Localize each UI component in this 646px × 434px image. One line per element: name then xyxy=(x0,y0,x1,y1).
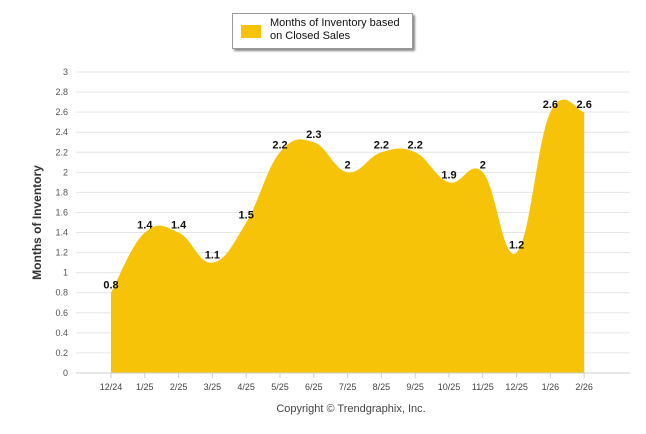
data-label: 2.6 xyxy=(543,99,558,111)
y-tick-label: 0.6 xyxy=(55,308,68,318)
y-tick-label: 0.4 xyxy=(55,328,68,338)
x-tick-label: 4/25 xyxy=(237,382,255,392)
data-label: 1.1 xyxy=(205,250,220,262)
data-label: 1.5 xyxy=(239,210,254,222)
y-tick-label: 1.6 xyxy=(55,207,68,217)
x-tick-label: 2/25 xyxy=(170,382,188,392)
y-tick-label: 2 xyxy=(63,167,68,177)
legend-label: Months of Inventory based on Closed Sale… xyxy=(270,17,400,43)
area-series xyxy=(111,99,585,374)
x-tick-label: 3/25 xyxy=(204,382,222,392)
y-tick-label: 1 xyxy=(63,268,68,278)
legend: Months of Inventory based on Closed Sale… xyxy=(232,13,413,49)
copyright-footer: Copyright © Trendgraphix, Inc. xyxy=(276,403,425,415)
y-tick-label: 1.4 xyxy=(55,228,68,238)
data-label: 2 xyxy=(480,159,486,171)
y-tick-label: 0.8 xyxy=(55,288,68,298)
data-label: 2.3 xyxy=(306,129,321,141)
legend-label-line1: Months of Inventory based xyxy=(270,17,400,29)
x-tick-label: 1/26 xyxy=(542,382,560,392)
y-tick-label: 1.2 xyxy=(55,248,68,258)
y-axis-title: Months of Inventory xyxy=(30,165,44,280)
data-label: 2.2 xyxy=(408,139,423,151)
legend-label-line2: on Closed Sales xyxy=(270,30,351,42)
y-tick-label: 3 xyxy=(63,67,68,77)
y-tick-label: 2.8 xyxy=(55,87,68,97)
data-label: 1.4 xyxy=(137,220,153,232)
data-labels: 0.8 1.4 1.4 1.1 1.5 2.2 2.3 2 2.2 2.2 1.9 2 1.2 2.6 2.… xyxy=(103,99,591,292)
y-tick-label: 2.6 xyxy=(55,107,68,117)
data-label: 1.9 xyxy=(441,169,456,181)
x-tick-label: 9/25 xyxy=(406,382,424,392)
x-tick-label: 10/25 xyxy=(438,382,461,392)
data-label: 0.8 xyxy=(103,280,118,292)
x-tick-label: 12/24 xyxy=(100,382,123,392)
data-label: 1.2 xyxy=(509,240,524,252)
x-tick-label: 6/25 xyxy=(305,382,323,392)
x-tick-label: 1/25 xyxy=(136,382,154,392)
y-tick-label: 1.8 xyxy=(55,187,68,197)
x-axis-ticks: 12/24 1/25 2/25 3/25 4/25 5/25 6/25 7/25 8/25 9/2… xyxy=(100,373,593,392)
data-label: 2 xyxy=(345,159,351,171)
y-tick-label: 0.2 xyxy=(55,348,68,358)
data-label: 2.2 xyxy=(374,139,389,151)
data-label: 2.2 xyxy=(272,139,287,151)
x-tick-label: 11/25 xyxy=(472,382,494,392)
data-label: 2.6 xyxy=(577,99,592,111)
x-tick-label: 7/25 xyxy=(339,382,357,392)
y-axis-ticks: 0 0.2 0.4 0.6 0.8 1 1.2 1.4 1.6 1.8 2 2.2 2.4 2.6 2.8 3 xyxy=(55,67,68,378)
y-tick-label: 0 xyxy=(63,368,68,378)
x-tick-label: 12/25 xyxy=(505,382,528,392)
y-tick-label: 2.4 xyxy=(55,127,68,137)
x-tick-label: 2/26 xyxy=(575,382,593,392)
x-tick-label: 8/25 xyxy=(373,382,391,392)
y-tick-label: 2.2 xyxy=(55,147,68,157)
x-tick-label: 5/25 xyxy=(271,382,289,392)
legend-swatch xyxy=(241,25,261,38)
data-label: 1.4 xyxy=(171,220,187,232)
